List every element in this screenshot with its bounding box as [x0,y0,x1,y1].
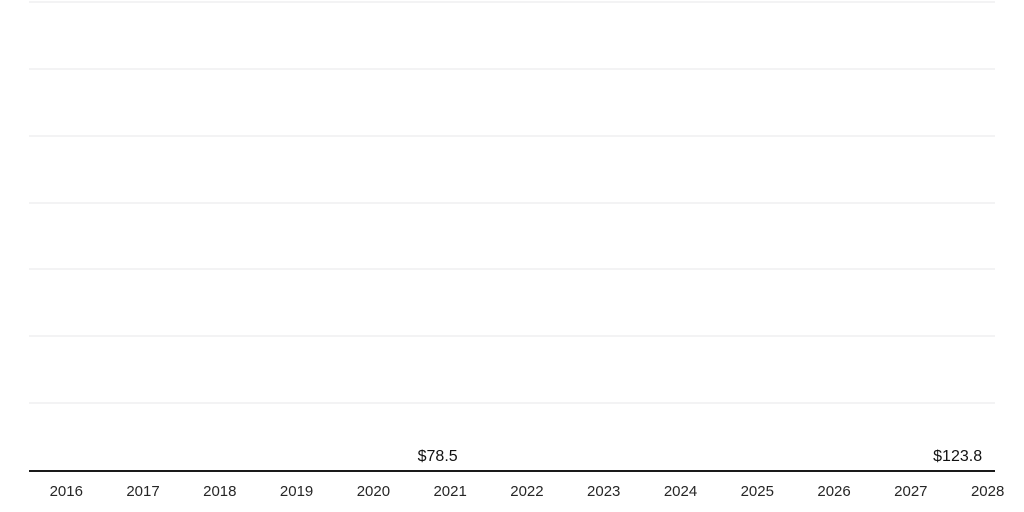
x-tick-label-2026: 2026 [817,483,851,500]
grid-line [29,134,995,137]
bar-value-label-2028: $123.8 [933,448,983,465]
x-tick-label-2021: 2021 [433,483,467,500]
x-tick-label-2024: 2024 [663,483,698,500]
bar-value-label-2021: $78.5 [417,448,458,465]
x-tick-label-2028: 2028 [970,483,1005,500]
x-axis-tick-labels: 2016 2017 2018 2019 2020 2021 2022 2023 2024 2025… [29,483,1024,500]
grid-line [29,201,995,204]
grid-line [29,335,995,338]
x-tick-label-2027: 2027 [894,483,928,500]
bars-row: $78.5 $123.8 [29,2,995,470]
x-tick-label-2022: 2022 [510,483,544,500]
grid-line [29,67,995,70]
grid-line [29,268,995,271]
x-tick-label-2025: 2025 [740,483,774,500]
plot-area: $78.5 $123.8 [29,1,995,472]
x-tick-label-2019: 2019 [279,483,314,500]
x-tick-label-2017: 2017 [126,483,160,500]
x-tick-label-2020: 2020 [356,483,391,500]
x-tick-label-2018: 2018 [203,483,237,500]
grid-line [29,1,995,3]
x-tick-label-2023: 2023 [587,483,621,500]
x-tick-label-2016: 2016 [49,483,83,500]
grid-line [29,402,995,405]
